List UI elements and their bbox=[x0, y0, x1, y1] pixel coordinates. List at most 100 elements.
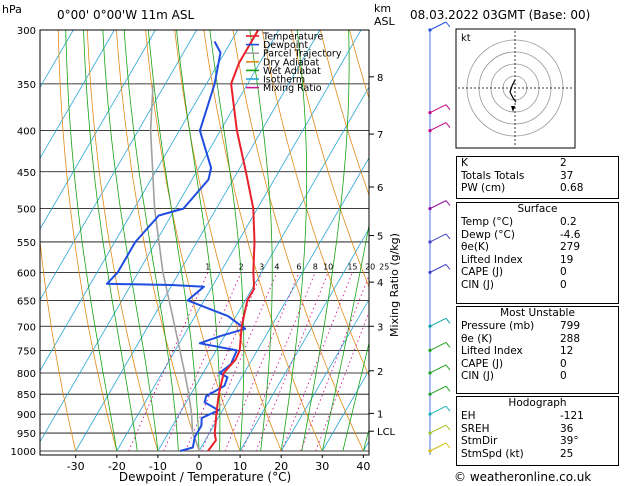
pressure-tick-label: 350 bbox=[17, 80, 36, 91]
wind-barb bbox=[429, 341, 447, 351]
legend-label: Temperature bbox=[262, 32, 323, 43]
pressure-tick-label: 950 bbox=[17, 429, 36, 440]
index-row-pw: PW (cm) 0.68 bbox=[461, 182, 584, 195]
isotherm-line bbox=[75, 30, 321, 452]
wet-adiabat-line bbox=[342, 341, 369, 452]
x-tick-label: -20 bbox=[108, 460, 126, 473]
height-tick-label: 1 bbox=[377, 409, 383, 420]
mixing-ratio-line bbox=[185, 272, 263, 452]
wet-adiabat-line bbox=[301, 30, 350, 452]
mixing-ratio-label: 6 bbox=[296, 262, 301, 271]
x-tick-label: 0 bbox=[196, 460, 203, 473]
wind-barb-dot bbox=[428, 431, 432, 435]
hodograph-trace bbox=[509, 79, 517, 103]
x-tick-label: -10 bbox=[149, 460, 167, 473]
dry-adiabat-line bbox=[86, 30, 159, 452]
wet-adiabat-line bbox=[148, 30, 200, 452]
pressure-unit-label: hPa bbox=[2, 3, 22, 16]
wet-adiabat-line bbox=[102, 30, 159, 452]
height-tick-label: 3 bbox=[377, 322, 383, 333]
temperature-curve bbox=[207, 30, 260, 452]
wind-barb-dot bbox=[428, 128, 432, 133]
isotherm-line bbox=[40, 30, 156, 230]
wind-barb-flag bbox=[445, 104, 451, 110]
height-tick-label: 2 bbox=[377, 367, 383, 378]
pressure-tick-label: 1000 bbox=[11, 447, 36, 458]
wind-barb bbox=[429, 200, 447, 210]
legend-label: Isotherm bbox=[263, 75, 305, 86]
height-unit-label-asl: ASL bbox=[374, 15, 396, 28]
hodograph: kt bbox=[455, 28, 576, 149]
wet-adiabat-line bbox=[65, 30, 118, 452]
wind-barb bbox=[429, 364, 447, 374]
pressure-tick-label: 600 bbox=[17, 268, 36, 279]
x-tick-label: -30 bbox=[67, 460, 85, 473]
pressure-tick-label: 850 bbox=[17, 390, 36, 401]
wind-barb bbox=[429, 385, 447, 395]
wind-barb-dot bbox=[428, 324, 432, 328]
wet-adiabat-line bbox=[249, 30, 273, 452]
wet-adiabat-line bbox=[176, 30, 221, 451]
wind-barb-flag bbox=[445, 264, 451, 270]
legend-label: Wet Adiabat bbox=[263, 66, 321, 77]
wind-barbs bbox=[428, 21, 451, 455]
pressure-tick-label: 750 bbox=[17, 346, 36, 357]
wind-barb-dot bbox=[428, 449, 432, 453]
wind-barb-dot bbox=[428, 111, 432, 115]
dewpoint-curve bbox=[105, 41, 247, 452]
height-tick-label: 8 bbox=[377, 73, 383, 84]
pressure-tick-label: 800 bbox=[17, 369, 36, 380]
dry-adiabat-line bbox=[57, 30, 118, 452]
wind-barb-dot bbox=[428, 270, 432, 274]
isotherm-line bbox=[157, 86, 369, 452]
most-unstable-row: Pressure (mb) 799 bbox=[461, 320, 581, 332]
wet-adiabat-line bbox=[123, 30, 179, 452]
surface-panel: Surface Temp (°C) 0.2 Dewp (°C) -4.6 θe(K)… bbox=[456, 202, 619, 304]
wind-barb bbox=[429, 317, 447, 327]
wind-barb-dot bbox=[428, 371, 432, 375]
date-title: 08.03.2022 03GMT (Base: 00) bbox=[410, 8, 590, 22]
mixing-ratio-line bbox=[224, 272, 300, 452]
dry-adiabat-line bbox=[261, 30, 369, 377]
height-tick-label: 4 bbox=[377, 278, 383, 289]
legend-label: Dewpoint bbox=[263, 40, 308, 51]
legend-label: Dry Adiabat bbox=[263, 57, 320, 68]
surface-row: Lifted Index 19 bbox=[461, 253, 574, 266]
surface-title: Surface bbox=[517, 203, 558, 215]
mixing-ratio-label: 20 bbox=[365, 262, 375, 271]
mixing-ratio-line bbox=[315, 310, 369, 452]
wind-barb-flag bbox=[445, 342, 451, 348]
dry-adiabat-line bbox=[116, 30, 200, 452]
wind-barb-dot bbox=[428, 28, 432, 32]
most-unstable-row: CAPE (J) 0 bbox=[461, 357, 567, 370]
hodograph-panel: Hodograph EH -121 SREH 36 StmDir 39° StmSpd… bbox=[456, 396, 619, 466]
mixing-ratio-line bbox=[201, 272, 278, 452]
mixing-ratio-axis-title: Mixing Ratio (g/kg) bbox=[388, 233, 401, 337]
wind-barb-flag bbox=[445, 364, 451, 371]
mixing-ratio-label: 2 bbox=[239, 262, 244, 271]
hodograph-title: Hodograph bbox=[508, 397, 567, 409]
x-axis-title: Dewpoint / Temperature (°C) bbox=[119, 470, 291, 484]
mixing-ratio-line bbox=[300, 274, 369, 452]
hodograph-unit-label: kt bbox=[461, 33, 471, 44]
wind-barb-flag bbox=[445, 442, 451, 449]
pressure-tick-label: 500 bbox=[17, 205, 36, 216]
wind-barb-flag bbox=[445, 405, 451, 412]
mixing-ratio-label: 3 bbox=[259, 262, 264, 271]
wind-barb bbox=[429, 21, 447, 31]
wind-barb bbox=[429, 424, 447, 434]
wet-adiabat-line bbox=[83, 30, 138, 452]
wind-barb-flag bbox=[445, 233, 451, 240]
wet-adiabat-line bbox=[209, 30, 245, 452]
wind-barb-flag bbox=[445, 21, 451, 28]
hodograph-row: StmDir 39° bbox=[461, 435, 579, 448]
surface-row: θe(K) 279 bbox=[461, 241, 581, 254]
credit-text: © weatheronline.co.uk bbox=[454, 470, 592, 484]
plot-frame bbox=[39, 29, 370, 456]
mixing-ratio-label: 8 bbox=[313, 262, 318, 271]
mixing-ratio-line bbox=[255, 272, 329, 452]
height-tick-label: LCL bbox=[377, 427, 396, 438]
